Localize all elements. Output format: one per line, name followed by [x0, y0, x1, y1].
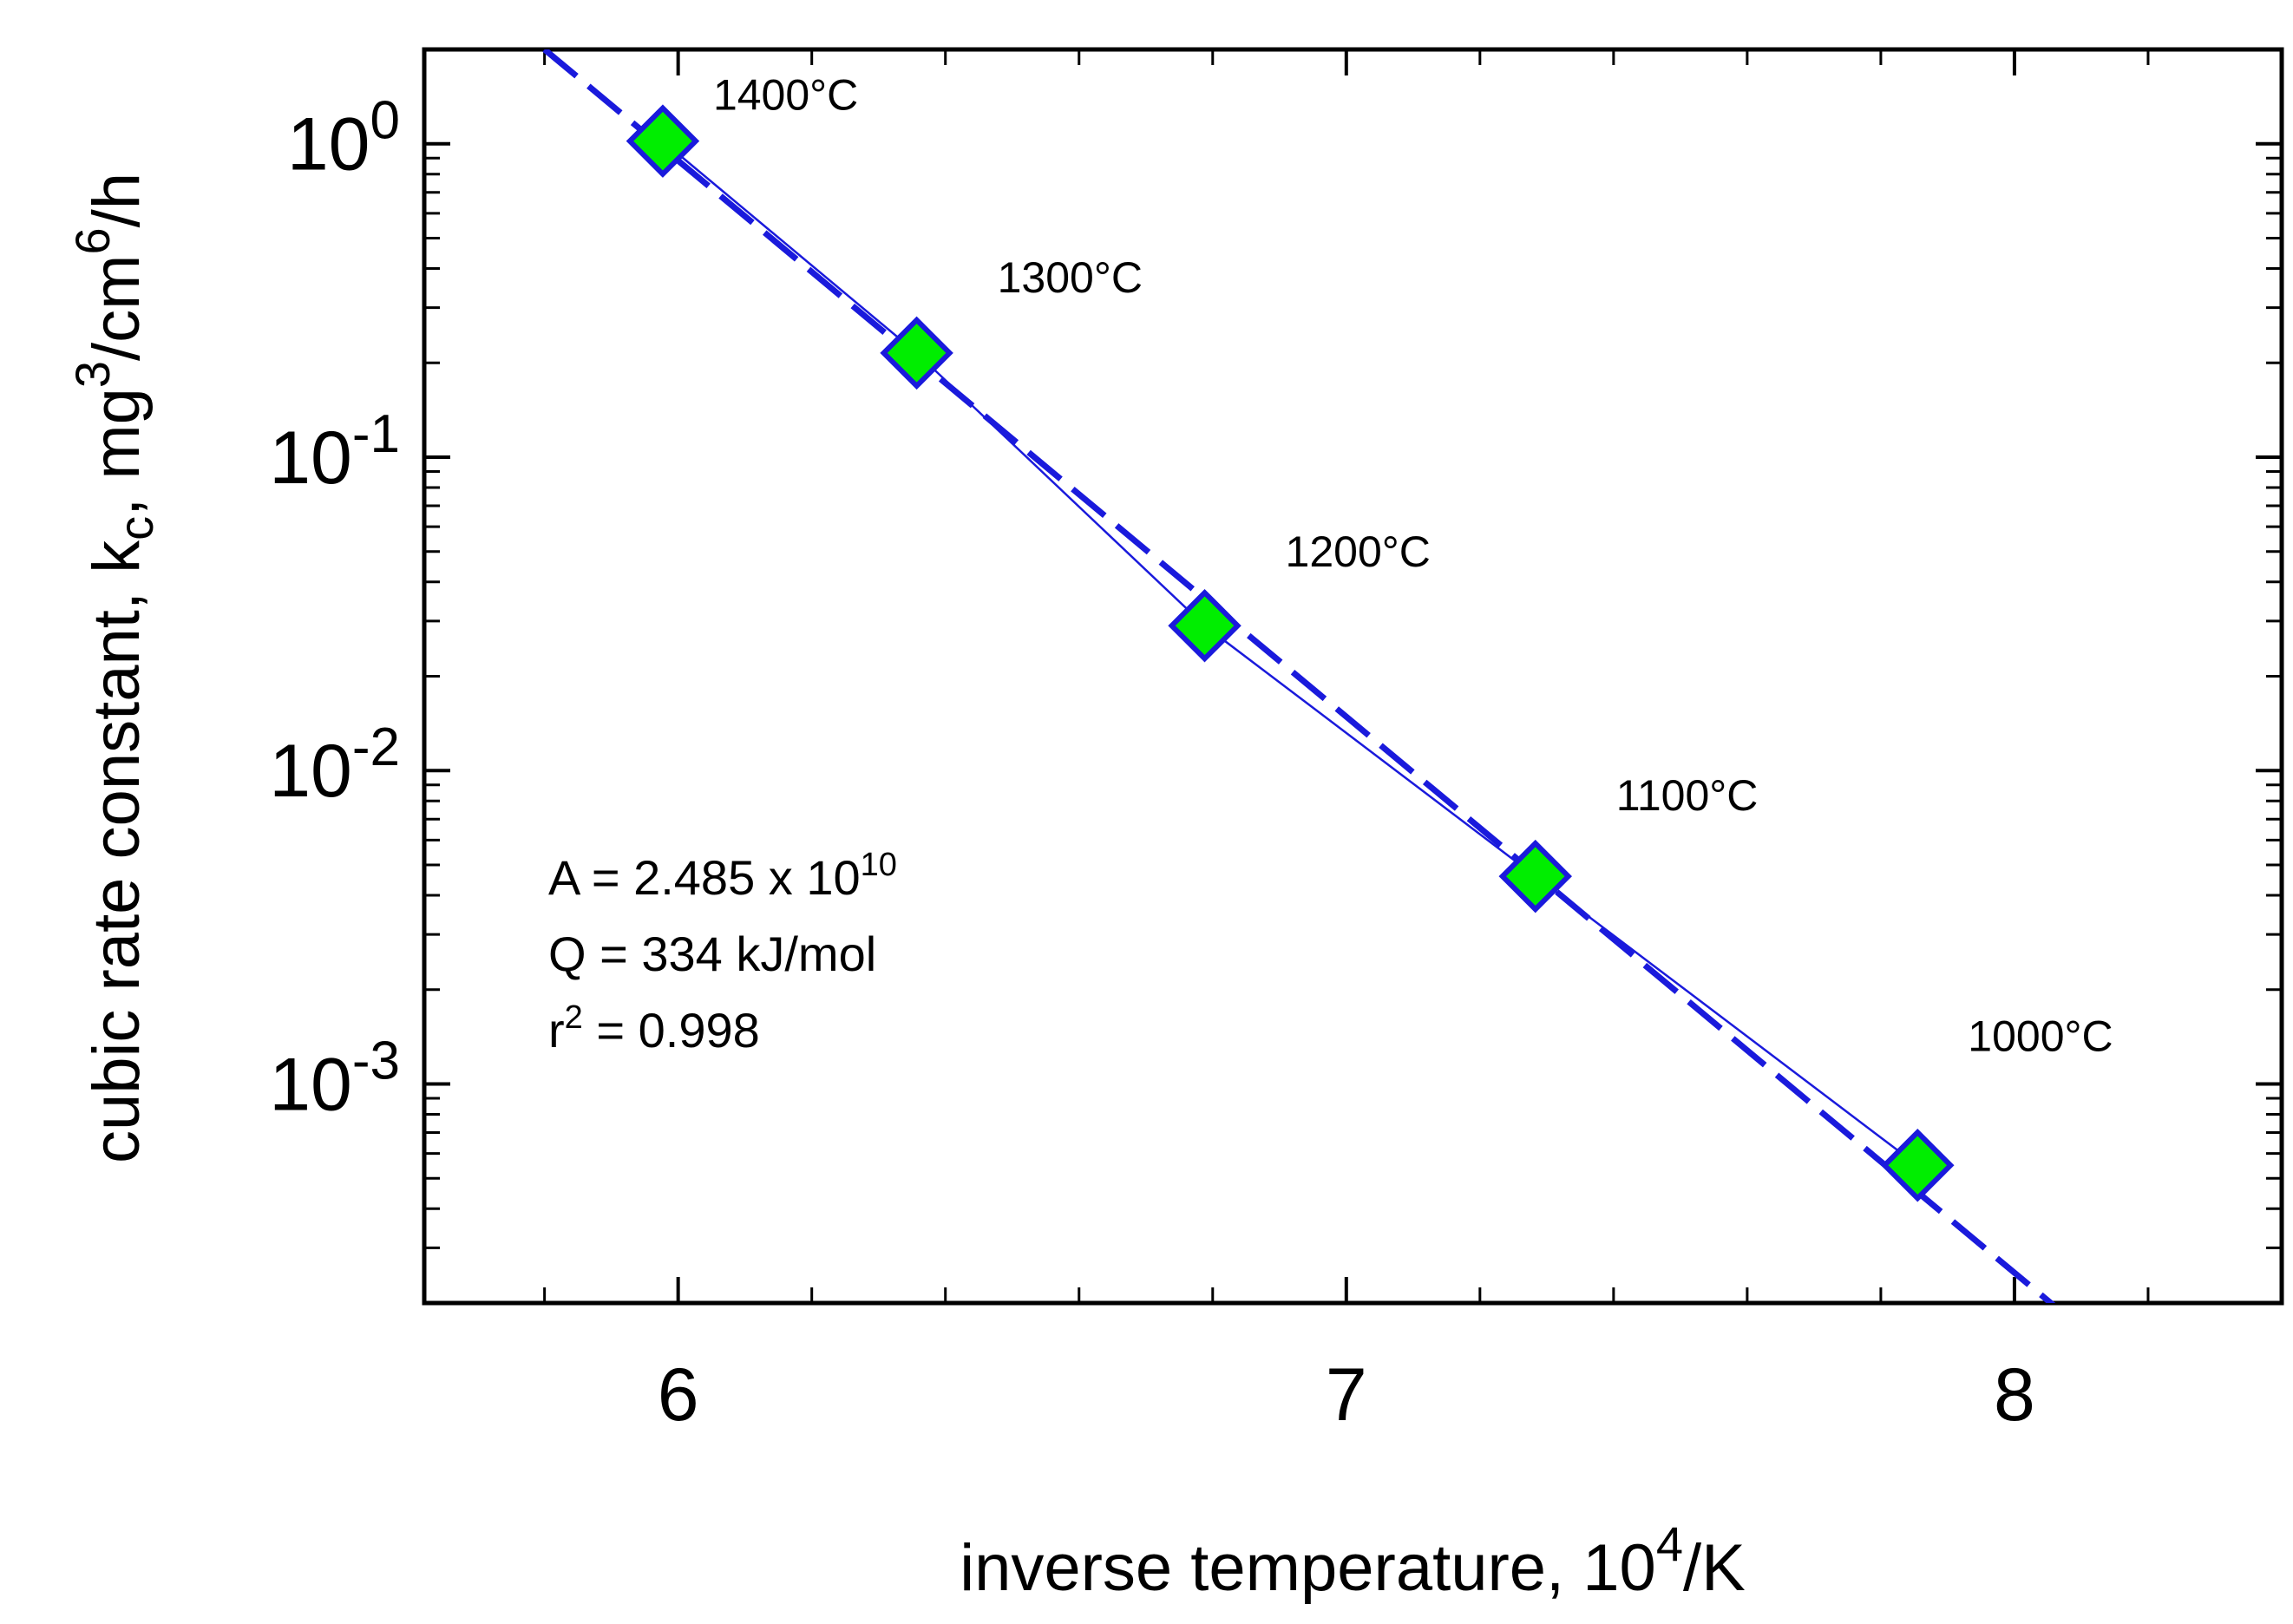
- data-point-diamond: [626, 104, 700, 178]
- x-tick-label: 6: [658, 1353, 699, 1437]
- connecting-line: [662, 140, 1919, 1167]
- plot-frame: [422, 47, 2284, 1306]
- data-point-diamond: [880, 316, 953, 390]
- data-point-diamond: [1168, 588, 1241, 663]
- x-tick-label: 8: [1994, 1353, 2035, 1437]
- point-labels: 1400°C 1300°C 1200°C 1100°C 1000°C: [713, 71, 2113, 1061]
- data-point-diamond: [1498, 839, 1572, 914]
- data-markers: [626, 104, 1955, 1202]
- x-axis-title: inverse temperature, 104/K: [960, 1516, 1746, 1605]
- fit-line: [542, 49, 2056, 1303]
- point-label: 1400°C: [713, 71, 858, 120]
- point-label: 1200°C: [1286, 527, 1431, 576]
- axis-tick-labels: 6 7 8 100 10-1 10-2 10-3: [269, 91, 2035, 1437]
- point-label: 1300°C: [998, 253, 1143, 302]
- x-tick-label: 7: [1326, 1353, 1367, 1437]
- fit-r2: r2 = 0.998: [548, 999, 760, 1058]
- data-point-diamond: [1881, 1129, 1955, 1202]
- point-label: 1100°C: [1616, 771, 1759, 820]
- y-tick-label: 10-3: [269, 1031, 400, 1126]
- fit-Q: Q = 334 kJ/mol: [548, 927, 876, 981]
- y-tick-label: 10-2: [269, 717, 400, 813]
- point-label: 1000°C: [1968, 1012, 2113, 1060]
- y-axis-title: cubic rate constant, kc, mg3/cm6/h: [65, 173, 163, 1163]
- axis-ticks: [424, 48, 2282, 1305]
- y-tick-label: 10-1: [269, 404, 400, 500]
- fit-A: A = 2.485 x 1010: [548, 847, 897, 905]
- y-tick-label: 100: [287, 91, 400, 187]
